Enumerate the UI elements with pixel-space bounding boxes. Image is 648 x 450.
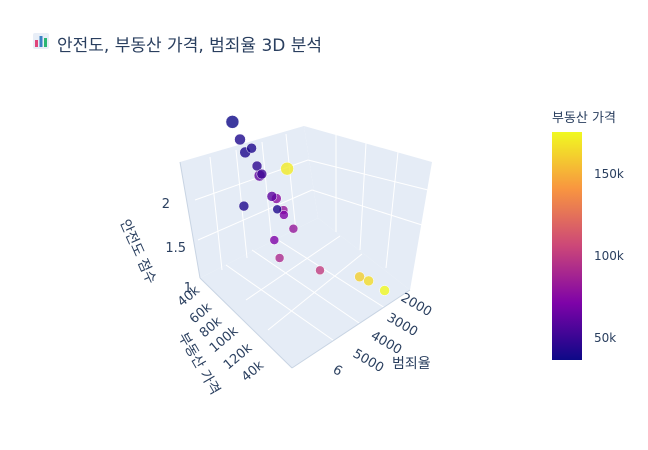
x-tick-label: 2000 (398, 290, 434, 320)
colorbar-tick-label: 150k (594, 167, 624, 181)
z-axis-title: 안전도 점수 (116, 217, 159, 287)
scatter-point[interactable] (269, 235, 280, 245)
colorbar-title: 부동산 가격 (552, 111, 616, 126)
scatter-point[interactable] (251, 160, 263, 172)
scatter-point[interactable] (256, 168, 268, 180)
scatter-point[interactable] (266, 191, 278, 202)
chart-title: 안전도, 부동산 가격, 범죄율 3D 분석 (33, 31, 322, 56)
scatter-point[interactable] (315, 265, 325, 276)
scatter-point[interactable] (225, 115, 240, 129)
colorbar-tick-label: 100k (594, 249, 624, 263)
scatter-point[interactable] (363, 275, 374, 287)
z-tick-label: 1 (184, 281, 192, 296)
z-tick-label: 1.5 (165, 241, 186, 256)
scatter-point[interactable] (288, 223, 299, 234)
colorbar (552, 132, 582, 360)
scatter-point[interactable] (234, 133, 246, 146)
scatter-point[interactable] (379, 285, 390, 296)
z-tick-label: 2 (162, 197, 170, 212)
points-layer[interactable] (225, 115, 390, 296)
axis-edges (179, 161, 411, 369)
chart-title-text: 안전도, 부동산 가격, 범죄율 3D 분석 (57, 36, 323, 56)
scatter-point[interactable] (274, 253, 285, 263)
x-tick-label: 5000 (350, 346, 386, 376)
floor-plane (200, 218, 410, 368)
scatter-point[interactable] (279, 210, 289, 220)
scatter-point[interactable] (246, 142, 257, 154)
scatter-point[interactable] (238, 200, 250, 212)
x-axis-title: 범죄율 (392, 356, 431, 372)
bar-chart-icon (33, 33, 49, 54)
scatter-point[interactable] (280, 161, 294, 176)
x-tick-label: 6 (330, 362, 345, 379)
scatter-point[interactable] (272, 204, 282, 215)
colorbar-tick-label: 50k (594, 331, 616, 345)
x-tick-label: 4000 (368, 328, 404, 358)
scatter-point[interactable] (354, 271, 365, 283)
